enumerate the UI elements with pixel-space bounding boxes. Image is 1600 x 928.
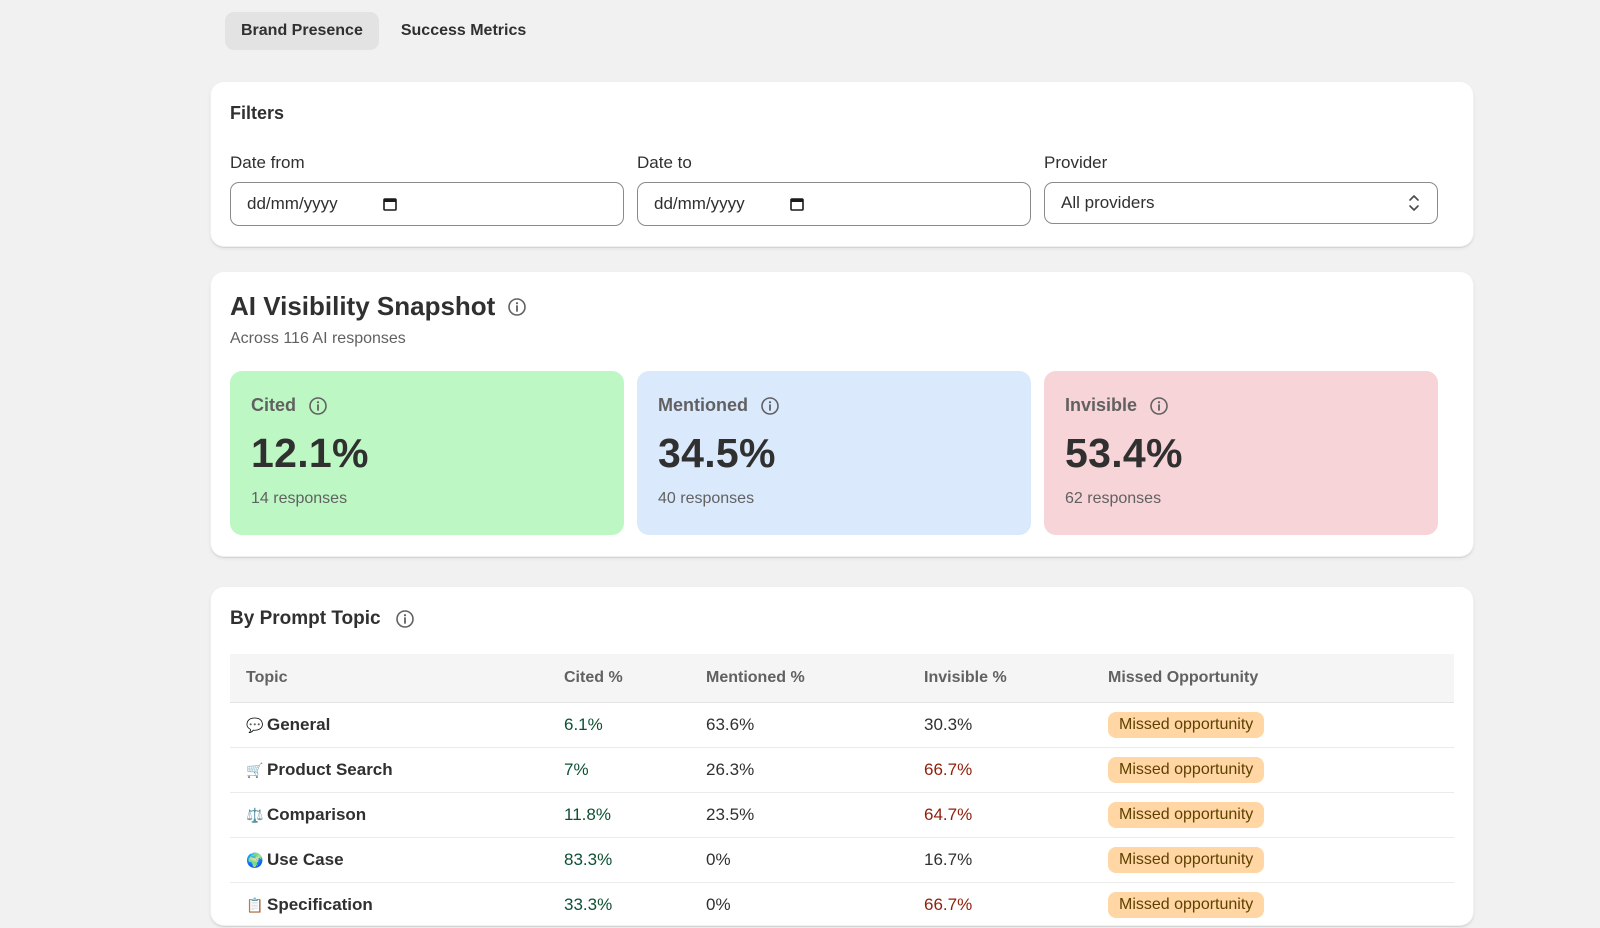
snapshot-title-row: AI Visibility Snapshot [230, 291, 527, 322]
topic-name: Comparison [267, 805, 367, 824]
topics-table: Topic Cited % Mentioned % Invisible % Mi… [230, 654, 1454, 928]
stat-value: 34.5% [658, 430, 776, 476]
missed-cell: Missed opportunity [1092, 792, 1454, 838]
speech-bubble-icon: 💬 [246, 717, 264, 733]
date-from-field: Date from dd/mm/yyyy [230, 153, 624, 226]
stat-label: Mentioned [658, 395, 748, 415]
table-row: ⚖️ Comparison 11.8% 23.5% 64.7% Missed op… [230, 792, 1454, 838]
tab-bar: Brand Presence Success Metrics [225, 12, 542, 50]
missed-cell: Missed opportunity [1092, 837, 1454, 883]
stat-label: Invisible [1065, 395, 1138, 415]
stat-card-mentioned: Mentioned 34.5% 40 responses [637, 371, 1031, 535]
topic-name: Use Case [267, 850, 344, 869]
missed-cell: Missed opportunity [1092, 702, 1454, 748]
info-icon[interactable] [507, 297, 527, 317]
stat-value: 12.1% [251, 430, 369, 476]
mentioned-cell: 23.5% [690, 792, 908, 838]
stat-card-invisible: Invisible 53.4% 62 responses [1044, 371, 1438, 535]
topics-title-row: By Prompt Topic [230, 608, 415, 630]
info-icon[interactable] [760, 396, 780, 416]
topics-title: By Prompt Topic [230, 608, 381, 629]
stat-head-invisible: Invisible [1065, 395, 1417, 416]
invisible-cell: 64.7% [908, 792, 1092, 838]
table-header-row: Topic Cited % Mentioned % Invisible % Mi… [230, 654, 1454, 703]
info-icon[interactable] [395, 609, 415, 629]
topic-cell: 💬 General [230, 702, 548, 748]
topic-name: Product Search [267, 760, 393, 779]
date-to-label: Date to [637, 153, 692, 172]
date-to-field: Date to dd/mm/yyyy [637, 153, 1031, 226]
mentioned-cell: 26.3% [690, 747, 908, 793]
snapshot-title: AI Visibility Snapshot [230, 291, 496, 321]
date-to-value: dd/mm/yyyy [654, 194, 745, 213]
cited-cell: 33.3% [548, 882, 690, 928]
cited-cell: 11.8% [548, 792, 690, 838]
column-header: Cited % [548, 654, 690, 703]
column-header: Mentioned % [690, 654, 908, 703]
missed-opportunity-badge: Missed opportunity [1108, 802, 1265, 828]
table-row: 🛒 Product Search 7% 26.3% 66.7% Missed op… [230, 747, 1454, 793]
topic-cell: 🌍 Use Case [230, 837, 548, 883]
provider-label: Provider [1044, 153, 1108, 172]
missed-cell: Missed opportunity [1092, 747, 1454, 793]
chevron-up-down-icon [1409, 195, 1419, 211]
invisible-cell: 30.3% [908, 702, 1092, 748]
topic-name: General [267, 715, 331, 734]
table-row: 🌍 Use Case 83.3% 0% 16.7% Missed opportun… [230, 837, 1454, 883]
missed-opportunity-badge: Missed opportunity [1108, 757, 1265, 783]
globe-icon: 🌍 [246, 852, 264, 868]
missed-opportunity-badge: Missed opportunity [1108, 847, 1265, 873]
invisible-cell: 66.7% [908, 882, 1092, 928]
stat-head-mentioned: Mentioned [658, 395, 1010, 416]
date-to-input[interactable]: dd/mm/yyyy [637, 182, 1031, 226]
stat-value: 53.4% [1065, 430, 1183, 476]
date-from-label: Date from [230, 153, 305, 172]
missed-cell: Missed opportunity [1092, 882, 1454, 928]
mentioned-cell: 0% [690, 837, 908, 883]
topic-cell: 🛒 Product Search [230, 747, 548, 793]
column-header: Missed Opportunity [1092, 654, 1454, 703]
mentioned-cell: 63.6% [690, 702, 908, 748]
visibility-snapshot-card: AI Visibility Snapshot Across 116 AI res… [210, 271, 1474, 557]
prompt-topic-card: By Prompt Topic Topic Cited % Mentioned … [210, 586, 1474, 928]
calendar-icon[interactable] [383, 197, 397, 211]
cited-cell: 83.3% [548, 837, 690, 883]
topic-name: Specification [267, 895, 373, 914]
filters-title: Filters [230, 103, 285, 123]
invisible-cell: 66.7% [908, 747, 1092, 793]
table-row: 💬 General 6.1% 63.6% 30.3% Missed opportu… [230, 702, 1454, 748]
column-header: Topic [230, 654, 548, 703]
missed-opportunity-badge: Missed opportunity [1108, 712, 1265, 738]
provider-field: Provider All providers [1044, 153, 1438, 224]
topic-cell: ⚖️ Comparison [230, 792, 548, 838]
info-icon[interactable] [308, 396, 328, 416]
tab-brand-presence[interactable]: Brand Presence [225, 12, 379, 50]
missed-opportunity-badge: Missed opportunity [1108, 892, 1265, 918]
cited-cell: 6.1% [548, 702, 690, 748]
stat-label: Cited [251, 395, 296, 415]
calendar-icon[interactable] [790, 197, 804, 211]
stat-card-cited: Cited 12.1% 14 responses [230, 371, 624, 535]
provider-value: All providers [1061, 193, 1155, 212]
cited-cell: 7% [548, 747, 690, 793]
shopping-cart-icon: 🛒 [246, 762, 264, 778]
stat-count: 14 responses [251, 490, 348, 507]
tab-success-metrics[interactable]: Success Metrics [400, 22, 527, 39]
stat-head-cited: Cited [251, 395, 603, 416]
provider-select[interactable]: All providers [1044, 182, 1438, 224]
date-from-input[interactable]: dd/mm/yyyy [230, 182, 624, 226]
snapshot-subtitle: Across 116 AI responses [230, 330, 406, 347]
invisible-cell: 16.7% [908, 837, 1092, 883]
filters-card: Filters Date from dd/mm/yyyy Date to dd/… [210, 81, 1474, 247]
stat-count: 40 responses [658, 490, 755, 507]
stat-count: 62 responses [1065, 490, 1162, 507]
mentioned-cell: 0% [690, 882, 908, 928]
column-header: Invisible % [908, 654, 1092, 703]
scales-icon: ⚖️ [246, 807, 264, 823]
topic-cell: 📋 Specification [230, 882, 548, 928]
table-row: 📋 Specification 33.3% 0% 66.7% Missed opp… [230, 882, 1454, 928]
date-from-value: dd/mm/yyyy [247, 194, 338, 213]
info-icon[interactable] [1149, 396, 1169, 416]
